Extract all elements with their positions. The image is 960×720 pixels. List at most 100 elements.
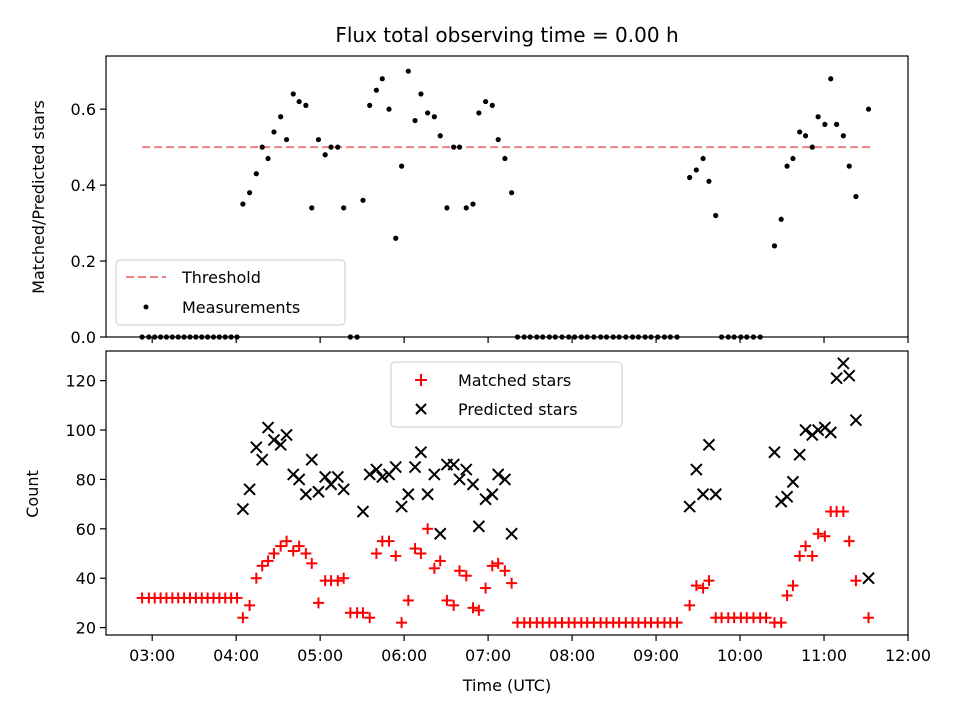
matched-star-point: [402, 594, 414, 606]
predicted-star-point-b: [261, 421, 275, 434]
threshold-legend-label: Threshold: [181, 268, 261, 287]
predicted-star-point: [299, 488, 313, 501]
predicted-star-point: [267, 433, 281, 447]
matched-star-point: [275, 540, 287, 552]
bottom-y-tick-label: 100: [65, 421, 96, 440]
measurement-point: [283, 136, 290, 143]
predicted-star-point-b: [849, 413, 863, 427]
predicted-star-point: [799, 423, 812, 437]
predicted-star-point: [683, 500, 696, 513]
predicted-star-point-b: [683, 500, 696, 513]
measurement-point: [509, 190, 515, 196]
predicted-star-point: [274, 438, 287, 452]
predicted-star-point: [434, 527, 447, 540]
matched-star-point: [794, 550, 806, 562]
bottom-x-tick-label: 04:00: [213, 646, 259, 665]
matched-star-point: [338, 572, 350, 584]
matched-star-point: [370, 548, 382, 560]
measurements-legend-swatch: [143, 304, 149, 310]
measurement-point: [265, 155, 271, 162]
measurement-point: [271, 129, 277, 135]
top-legend: Threshold Measurements: [115, 259, 346, 326]
predicted-star-point: [395, 500, 408, 513]
measurement-point: [865, 106, 872, 112]
predicted-star-point-b: [786, 475, 800, 489]
matched-star-point: [460, 570, 472, 582]
measurement-point: [815, 114, 821, 120]
predicted-star-point-b: [830, 371, 843, 385]
predicted-star-point-b: [690, 463, 703, 476]
top-y-tick-label: 0.2: [71, 252, 96, 271]
measurement-point: [373, 87, 380, 93]
predicted-star-point: [709, 488, 722, 501]
predicted-star-point: [428, 468, 441, 481]
predicted-star-point: [824, 426, 837, 439]
measurement-point: [700, 155, 706, 162]
predicted-star-point-b: [292, 473, 306, 486]
top-y-axis-label: Matched/Predicted stars: [29, 100, 48, 294]
predicted-star-point-b: [428, 468, 441, 481]
measurement-point: [379, 76, 385, 82]
matched-star-point: [244, 599, 256, 611]
measurement-point: [360, 197, 366, 203]
predicted-star-point-b: [299, 488, 313, 501]
measurement-point: [482, 98, 489, 105]
measurement-point: [418, 91, 424, 97]
measurement-point: [802, 133, 809, 139]
bottom-x-tick-label: 12:00: [885, 646, 931, 665]
predicted-star-point-b: [702, 438, 716, 452]
predicted-star-point: [505, 527, 518, 540]
matched-star-point: [800, 540, 812, 552]
measurement-point: [315, 136, 322, 143]
predicted-star-point: [363, 468, 376, 481]
matched-star-point: [684, 599, 696, 611]
matched-star-point: [262, 555, 274, 567]
predicted-star-point-b: [491, 468, 505, 481]
matched-star-point: [237, 612, 249, 624]
predicted-star-point: [292, 473, 306, 486]
measurement-point: [463, 205, 469, 211]
matched-star-point: [671, 617, 683, 629]
matched-star-point: [287, 545, 299, 557]
predicted-star-point-b: [811, 423, 825, 437]
measurement-point: [437, 133, 443, 139]
measurement-point: [328, 144, 334, 150]
matched-star-point: [837, 506, 849, 518]
measurement-point: [790, 155, 796, 162]
measurement-point: [840, 133, 846, 139]
top-y-ticks: 0.0 0.2 0.4 0.6: [71, 100, 106, 347]
bottom-y-tick-label: 40: [76, 569, 96, 588]
matched-star-point: [467, 602, 479, 614]
predicted-star-point-b: [709, 488, 722, 501]
matched-star-point: [256, 560, 268, 572]
measurement-point: [405, 68, 411, 74]
predicted-star-point: [261, 421, 275, 434]
measurement-point: [322, 152, 328, 158]
predicted-star-point: [318, 470, 332, 484]
bottom-legend: Matched stars Predicted stars: [390, 361, 623, 428]
matched-star-point: [863, 612, 875, 624]
matched-star-point: [250, 572, 262, 584]
measurement-point: [784, 163, 790, 169]
measurement-point: [303, 102, 309, 108]
predicted-star-point: [830, 371, 843, 385]
predicted-star-point: [243, 483, 256, 496]
bottom-x-tick-label: 07:00: [465, 646, 511, 665]
predicted-star-point: [849, 413, 863, 427]
top-y-tick-label: 0.0: [71, 328, 96, 347]
measurement-point: [399, 163, 405, 169]
matched-star-point: [506, 577, 518, 589]
predicted-star-point-b: [305, 453, 318, 466]
predicted-star-point-b: [389, 460, 402, 474]
measurement-point: [444, 205, 450, 211]
predicted-star-point: [453, 473, 466, 486]
measurement-point: [834, 121, 840, 127]
measurement-point: [296, 98, 302, 105]
predicted-star-point-b: [696, 488, 710, 501]
top-x-ticks: [151, 337, 909, 343]
bottom-x-tick-label: 03:00: [129, 646, 175, 665]
measurement-point: [259, 144, 265, 150]
predicted-star-point: [408, 460, 422, 474]
